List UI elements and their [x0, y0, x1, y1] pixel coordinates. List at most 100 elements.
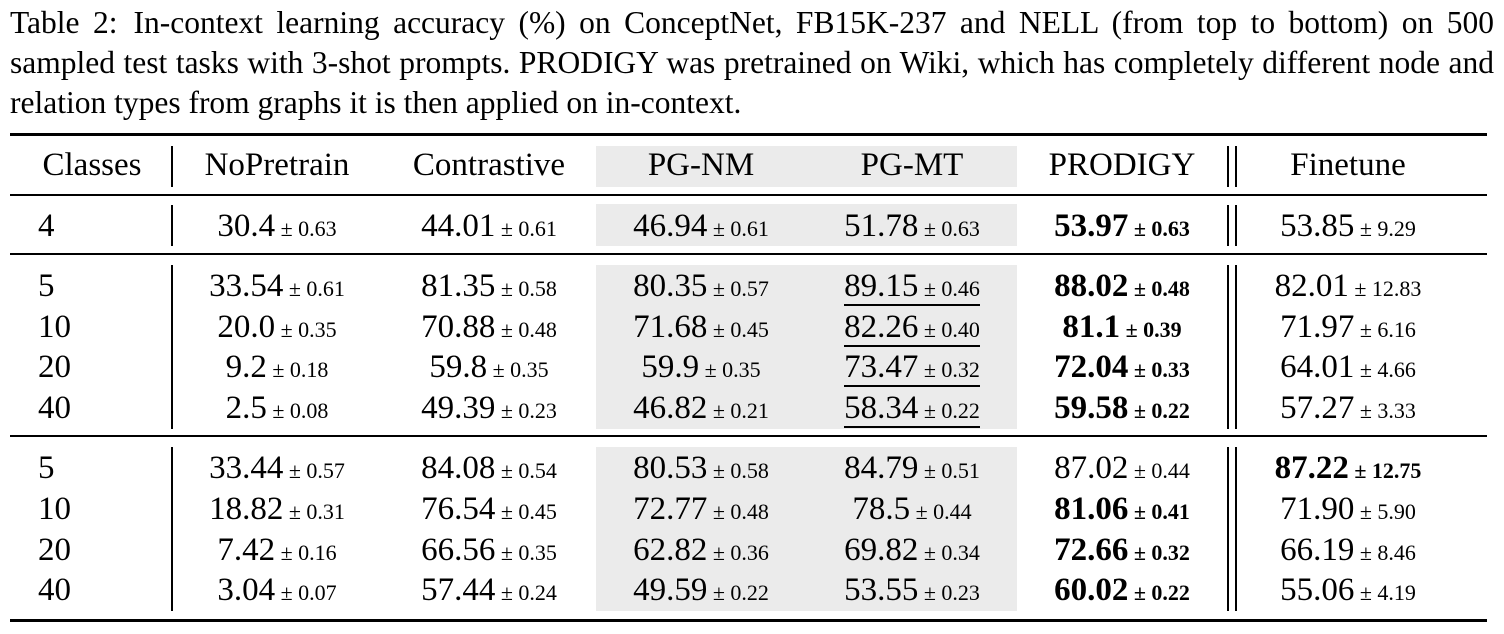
cell-std: ± 0.23: [918, 580, 980, 605]
table-cell: 20.0 ± 0.35: [217, 307, 336, 350]
cell-value: 46.94: [633, 208, 708, 244]
table-cell: 81.35 ± 0.58: [421, 266, 557, 309]
table-cell: 70.88 ± 0.48: [421, 307, 557, 350]
cell-value: 72.77: [633, 491, 708, 527]
cell-std: ± 0.61: [707, 216, 769, 241]
table-cell: 46.82 ± 0.21: [633, 388, 769, 431]
cell-std: ± 0.46: [918, 276, 980, 301]
cell-std: ± 6.16: [1354, 317, 1416, 342]
cell-std: ± 12.83: [1348, 276, 1422, 301]
cell-std: ± 0.31: [283, 499, 345, 524]
table-cell: 9.2 ± 0.18: [226, 347, 329, 390]
cell-value: 81.06: [1054, 491, 1129, 527]
column-header-pg-nm: PG-NM: [647, 147, 755, 183]
cell-value: 78.5: [852, 491, 911, 527]
cell-value: 71.90: [1280, 491, 1355, 527]
table-cell: 71.68 ± 0.45: [633, 307, 769, 350]
cell-std: ± 4.66: [1354, 357, 1416, 382]
table-cell: 46.94 ± 0.61: [633, 206, 769, 249]
classes-cell: 40: [38, 572, 71, 608]
cell-std: ± 0.58: [707, 458, 769, 483]
table-cell: 30.4 ± 0.63: [217, 206, 336, 249]
table-cell: 55.06 ± 4.19: [1280, 570, 1416, 613]
cell-std: ± 0.63: [918, 216, 980, 241]
cell-std: ± 0.61: [283, 276, 345, 301]
cell-std: ± 0.48: [707, 499, 769, 524]
underline-rule: [844, 345, 980, 347]
cell-value: 60.02: [1054, 572, 1129, 608]
table-cell: 60.02 ± 0.22: [1054, 570, 1190, 613]
table-cell: 73.47 ± 0.32: [844, 347, 980, 390]
table-cell: 72.66 ± 0.32: [1054, 530, 1190, 573]
table-cell: 84.08 ± 0.54: [421, 448, 557, 491]
cell-std: ± 5.90: [1354, 499, 1416, 524]
table-cell: 59.9 ± 0.35: [641, 347, 760, 390]
table-cell: 7.42 ± 0.16: [217, 530, 336, 573]
table-cell: 88.02 ± 0.48: [1054, 266, 1190, 309]
table-cell: 89.15 ± 0.46: [844, 266, 980, 309]
cell-std: ± 0.22: [918, 398, 980, 423]
cell-value: 88.02: [1054, 268, 1129, 304]
cell-value: 80.53: [633, 450, 708, 486]
finetune-separator-right: [1235, 265, 1237, 429]
cell-value: 62.82: [633, 532, 708, 568]
cell-std: ± 12.75: [1348, 458, 1422, 483]
column-header-pg-mt: PG-MT: [860, 147, 964, 183]
pg-shade-band: [596, 265, 1017, 429]
table-rule: [10, 619, 1487, 622]
cell-value: 81.35: [421, 268, 496, 304]
table-cell: 33.44 ± 0.57: [209, 448, 345, 491]
cell-std: ± 0.22: [1128, 398, 1190, 423]
table-cell: 18.82 ± 0.31: [209, 489, 345, 532]
table-cell: 69.82 ± 0.34: [844, 530, 980, 573]
cell-value: 76.54: [421, 491, 496, 527]
table-cell: 76.54 ± 0.45: [421, 489, 557, 532]
cell-value: 33.44: [209, 450, 284, 486]
cell-std: ± 3.33: [1354, 398, 1416, 423]
classes-cell: 10: [38, 491, 71, 527]
cell-std: ± 0.08: [266, 398, 329, 423]
cell-std: ± 0.57: [283, 458, 345, 483]
table-cell: 78.5 ± 0.44: [852, 489, 971, 532]
cell-std: ± 0.48: [1128, 276, 1190, 301]
cell-value: 7.42: [217, 532, 276, 568]
cell-value: 57.44: [421, 572, 496, 608]
cell-std: ± 0.61: [495, 216, 557, 241]
column-header-nopretrain: NoPretrain: [204, 147, 350, 183]
table-cell: 71.97 ± 6.16: [1280, 307, 1416, 350]
table-cell: 33.54 ± 0.61: [209, 266, 345, 309]
table-rule: [10, 133, 1487, 136]
table-cell: 57.44 ± 0.24: [421, 570, 557, 613]
table-cell: 59.58 ± 0.22: [1054, 388, 1190, 431]
cell-std: ± 0.51: [918, 458, 980, 483]
table-cell: 82.26 ± 0.40: [844, 307, 980, 350]
caption-text: In-context learning accuracy (%) on Conc…: [10, 5, 1494, 120]
finetune-separator-right: [1235, 205, 1237, 246]
finetune-separator-left: [1227, 205, 1229, 246]
finetune-separator-left: [1227, 265, 1229, 429]
cell-std: ± 0.24: [495, 580, 557, 605]
cell-value: 9.2: [225, 349, 267, 385]
cell-value: 73.47: [844, 349, 919, 385]
cell-value: 49.59: [633, 572, 708, 608]
cell-std: ± 0.40: [918, 317, 980, 342]
table-cell: 49.59 ± 0.22: [633, 570, 769, 613]
classes-cell: 5: [38, 450, 55, 486]
underline-rule: [844, 304, 980, 306]
cell-value: 82.26: [844, 309, 919, 345]
table-cell: 64.01 ± 4.66: [1280, 347, 1416, 390]
classes-separator: [171, 447, 173, 611]
caption-label: Table 2:: [10, 5, 118, 40]
table-cell: 49.39 ± 0.23: [421, 388, 557, 431]
cell-std: ± 0.22: [707, 580, 769, 605]
cell-value: 84.08: [421, 450, 496, 486]
table-caption: Table 2: In-context learning accuracy (%)…: [10, 3, 1494, 123]
table-rule: [10, 194, 1487, 196]
cell-std: ± 0.36: [707, 540, 769, 565]
cell-std: ± 0.63: [1128, 216, 1190, 241]
cell-value: 72.66: [1054, 532, 1129, 568]
cell-value: 81.1: [1062, 309, 1121, 345]
table-cell: 72.77 ± 0.48: [633, 489, 769, 532]
table-cell: 57.27 ± 3.33: [1280, 388, 1416, 431]
table-cell: 53.97 ± 0.63: [1054, 206, 1190, 249]
